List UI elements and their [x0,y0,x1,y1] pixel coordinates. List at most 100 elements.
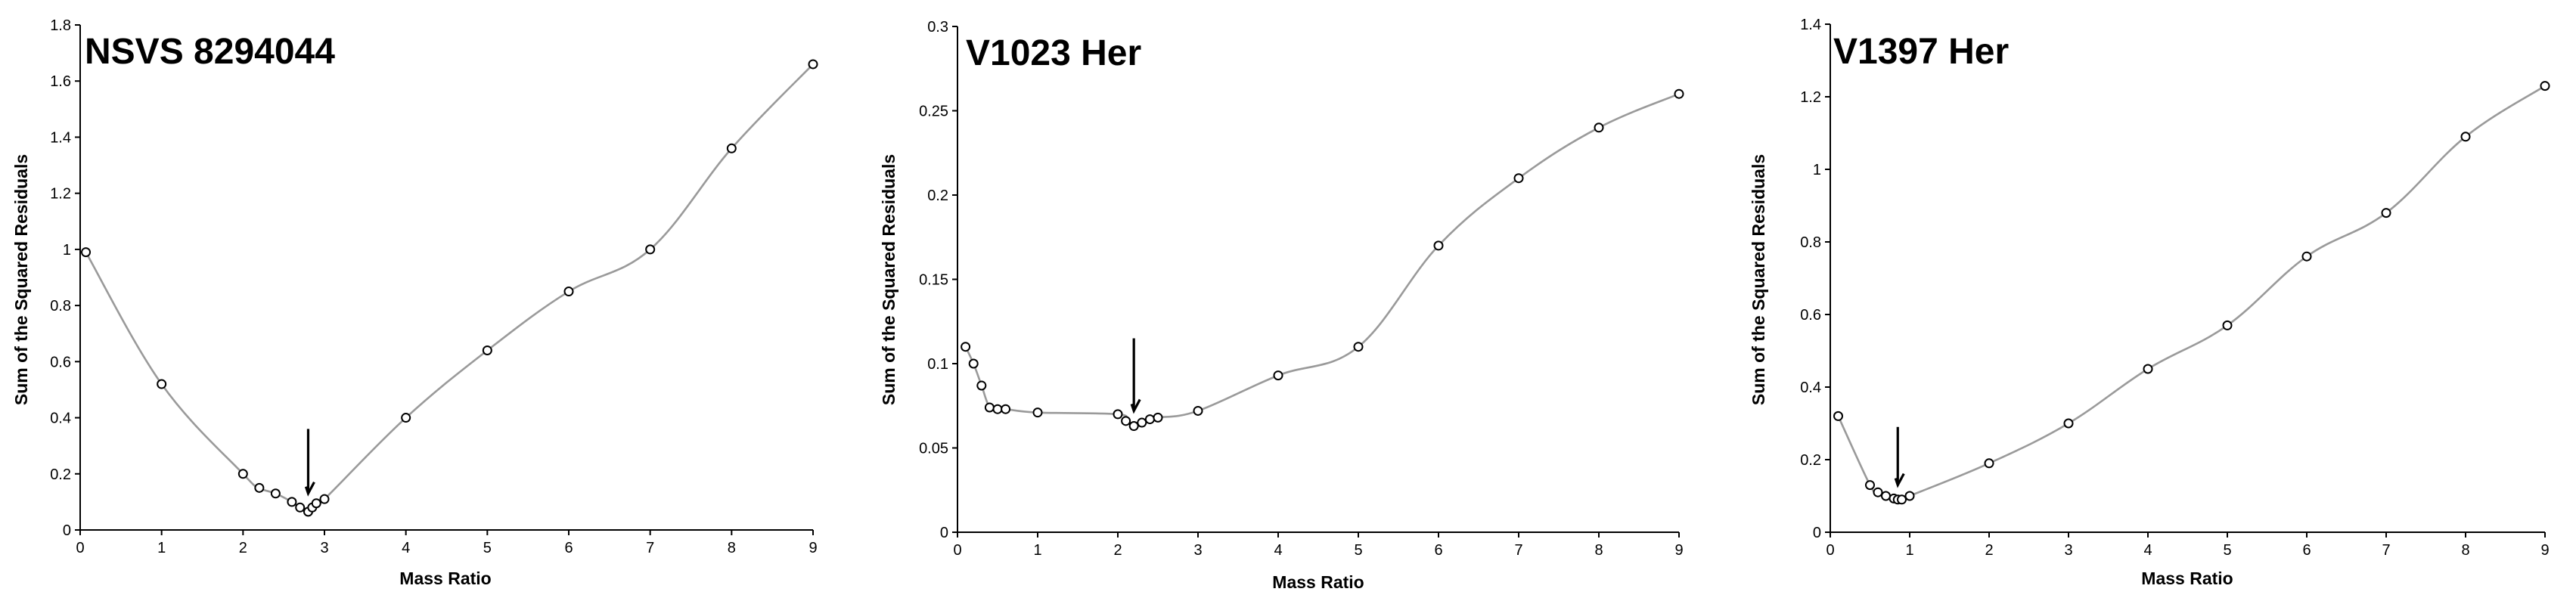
y-tick-label: 0 [1813,525,1821,541]
data-point [2381,208,2391,218]
data-point [1153,412,1163,423]
minimum-arrow-head [304,482,315,497]
y-tick-label: 0.2 [50,466,71,483]
chart-panel-1: NSVS 8294044 Mass Ratio Sum of the Squar… [0,0,858,598]
y-tick-label: 1.6 [50,73,71,90]
data-point [2460,132,2471,142]
x-tick-label: 4 [1274,542,1282,559]
data-point [961,342,971,352]
y-tick-label: 0 [63,522,71,539]
data-point [1865,480,1875,491]
x-tick-label: 4 [402,540,410,556]
data-point [482,345,492,355]
data-point [319,494,330,504]
x-tick-label: 8 [2461,542,2469,559]
x-tick-label: 0 [1826,542,1834,559]
y-tick-label: 0.2 [927,187,948,204]
data-point [645,244,656,255]
series-line [1837,85,2546,501]
chart-title: V1023 Her [966,33,1141,73]
data-point [1594,122,1604,133]
x-tick-label: 2 [1985,542,1993,559]
data-point [1121,416,1131,426]
y-tick-label: 1.4 [1800,17,1821,33]
y-tick-label: 1 [63,242,71,259]
data-point [1128,421,1139,432]
y-tick-label: 0.25 [919,104,948,120]
chart-panel-2: V1023 Her Mass Ratio Sum of the Squared … [858,0,1717,598]
data-point [808,59,818,70]
data-point [726,143,737,153]
data-point [1113,409,1123,420]
data-point [1984,458,1994,469]
y-tick-label: 0 [940,525,948,541]
data-point [1273,370,1283,381]
x-tick-label: 5 [2223,542,2231,559]
x-tick-label: 9 [808,540,817,556]
data-point [1137,417,1147,428]
data-point [968,358,979,369]
y-tick-label: 0.05 [919,441,948,457]
x-tick-label: 7 [646,540,654,556]
data-point [2063,418,2074,429]
y-tick-label: 0.4 [1800,380,1821,396]
y-axis-title: Sum of the Squared Residuals [1749,154,1768,405]
series-line [964,93,1680,427]
data-point [563,287,574,297]
y-tick-label: 1.2 [50,186,71,203]
y-tick-label: 1.4 [50,129,71,146]
data-point [237,469,248,479]
data-point [1193,405,1203,416]
series-line [85,64,814,513]
data-point [81,247,92,258]
data-point [992,404,1003,414]
x-tick-label: 0 [76,540,84,556]
y-axis-title: Sum of the Squared Residuals [879,154,898,405]
y-tick-label: 0.15 [919,272,948,289]
data-point [1353,342,1364,352]
y-tick-label: 0.8 [50,298,71,314]
y-tick-label: 0.6 [1800,307,1821,324]
data-point [295,502,306,513]
x-tick-label: 5 [1354,542,1362,559]
x-tick-label: 2 [239,540,247,556]
data-point [1897,494,1907,505]
y-tick-label: 1.2 [1800,89,1821,106]
data-point [254,482,265,493]
y-tick-label: 1 [1813,162,1821,178]
data-point [401,413,411,423]
y-tick-label: 0.6 [50,354,71,370]
x-tick-label: 1 [1033,542,1041,559]
x-tick-label: 1 [1905,542,1913,559]
data-point [976,380,987,391]
chart-v1023-her: V1023 Her Mass Ratio Sum of the Squared … [879,19,1684,592]
x-tick-label: 8 [728,540,736,556]
x-tick-label: 3 [1193,542,1202,559]
y-tick-label: 0.2 [1800,452,1821,469]
data-point [1513,173,1524,184]
x-tick-label: 9 [1674,542,1683,559]
x-axis-title: Mass Ratio [399,569,491,588]
x-tick-label: 3 [2064,542,2072,559]
chart-title: V1397 Her [1833,32,2009,72]
x-tick-label: 2 [1113,542,1122,559]
x-tick-label: 1 [157,540,166,556]
minimum-arrow-head [1894,473,1905,488]
x-tick-label: 8 [1594,542,1603,559]
x-axis-title: Mass Ratio [2141,569,2233,588]
y-tick-label: 0.8 [1800,234,1821,251]
data-point [1001,404,1011,414]
data-point [984,402,995,413]
chart-v1397-her: V1397 Her Mass Ratio Sum of the Squared … [1749,17,2550,588]
data-point [311,498,321,509]
chart-nsvs-8294044: NSVS 8294044 Mass Ratio Sum of the Squar… [11,17,818,588]
x-tick-label: 3 [320,540,328,556]
data-point [2143,364,2153,374]
data-point [2540,81,2550,91]
x-tick-label: 5 [483,540,492,556]
data-point [1674,88,1684,99]
data-point [1833,411,1843,421]
x-tick-label: 6 [1434,542,1442,559]
data-point [1904,491,1915,501]
y-tick-label: 1.8 [50,17,71,34]
